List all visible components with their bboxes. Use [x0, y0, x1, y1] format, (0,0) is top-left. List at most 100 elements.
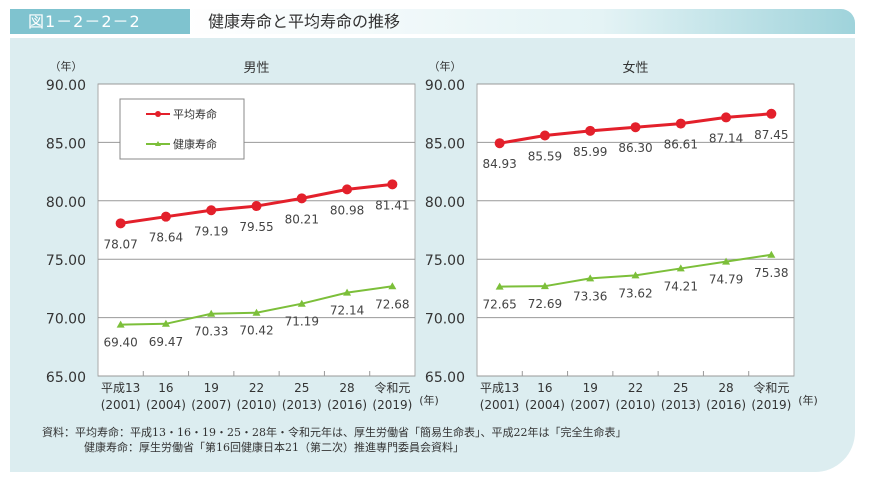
data-point — [767, 250, 776, 258]
y-axis-unit: （年） — [50, 59, 83, 73]
x-tick-label: 平成13 — [101, 381, 140, 395]
note-line: 資料：平均寿命：平成13・16・19・25・28年・令和元年は、厚生労働省「簡易… — [42, 426, 627, 439]
data-point — [160, 211, 171, 222]
data-label: 75.38 — [754, 266, 788, 280]
data-label: 86.61 — [664, 138, 698, 152]
x-tick-label: 25 — [294, 381, 309, 395]
y-tick-label: 80.00 — [46, 195, 86, 211]
data-label: 85.99 — [573, 145, 607, 159]
data-point — [115, 218, 126, 229]
data-label: 70.33 — [194, 325, 228, 339]
x-tick-label-year: (2019) — [372, 398, 412, 412]
x-tick-label: 19 — [583, 381, 598, 395]
x-tick-label-year: (2007) — [570, 398, 610, 412]
data-point — [631, 271, 640, 279]
data-label: 72.69 — [528, 297, 562, 311]
source-notes: 資料：平均寿命：平成13・16・19・25・28年・令和元年は、厚生労働省「簡易… — [42, 425, 626, 455]
data-label: 72.14 — [330, 304, 364, 318]
data-point — [586, 274, 595, 282]
note-line: 健康寿命：厚生労働省「第16回健康日本21（第二次）推進専門委員会資料」 — [84, 441, 464, 454]
y-tick-label: 65.00 — [425, 370, 465, 386]
x-tick-label: 令和元 — [753, 380, 789, 395]
data-label: 70.42 — [239, 324, 273, 338]
data-label: 74.21 — [664, 279, 698, 293]
y-tick-label: 65.00 — [46, 370, 86, 386]
data-label: 69.47 — [149, 335, 183, 349]
data-point — [494, 138, 505, 149]
data-point — [116, 320, 125, 328]
data-label: 71.19 — [285, 315, 319, 329]
data-label: 79.55 — [239, 220, 273, 234]
data-point — [251, 201, 262, 212]
data-point — [585, 125, 596, 136]
plot-area — [476, 83, 795, 377]
x-tick-label: 28 — [718, 381, 733, 395]
data-label: 72.65 — [482, 298, 516, 312]
data-label: 74.79 — [709, 273, 743, 287]
x-tick-label: 19 — [204, 381, 219, 395]
data-point — [161, 319, 170, 327]
data-point — [207, 309, 216, 317]
y-tick-label: 75.00 — [46, 253, 86, 269]
y-tick-label: 85.00 — [46, 136, 86, 152]
data-label: 81.41 — [375, 198, 409, 212]
data-label: 73.36 — [573, 289, 607, 303]
x-tick-label-year: (2010) — [237, 398, 277, 412]
data-label: 72.68 — [375, 297, 409, 311]
figure-number: 図1－2－2－2 — [10, 9, 190, 34]
data-label: 80.98 — [330, 203, 364, 217]
y-tick-label: 80.00 — [425, 195, 465, 211]
data-label: 80.21 — [285, 212, 319, 226]
x-tick-label-year: (2004) — [525, 398, 565, 412]
data-point — [252, 308, 261, 316]
data-point — [342, 184, 353, 195]
x-tick-label-year: (2001) — [480, 398, 520, 412]
data-point — [388, 282, 397, 290]
x-tick-label-year: (2010) — [616, 398, 656, 412]
data-label: 69.40 — [103, 336, 137, 350]
x-tick-label-year: (2016) — [706, 398, 746, 412]
data-point — [722, 257, 731, 265]
data-point — [630, 122, 641, 133]
figure-title: 健康寿命と平均寿命の推移 — [208, 12, 401, 31]
x-axis-unit: (年) — [419, 393, 439, 407]
x-tick-label: 平成13 — [480, 381, 519, 395]
x-tick-label-year: (2016) — [327, 398, 367, 412]
x-axis-unit: (年) — [798, 393, 818, 407]
data-point — [343, 288, 352, 296]
legend-label: 平均寿命 — [173, 107, 217, 121]
y-tick-label: 90.00 — [425, 78, 465, 94]
data-point — [676, 264, 685, 272]
data-point — [539, 130, 550, 141]
x-tick-label: 22 — [628, 381, 643, 395]
data-label: 78.07 — [103, 237, 137, 251]
y-tick-label: 90.00 — [46, 78, 86, 94]
data-point — [297, 299, 306, 307]
x-tick-label-year: (2007) — [191, 398, 231, 412]
data-point — [296, 193, 307, 204]
y-axis-unit: （年） — [429, 59, 462, 73]
y-tick-label: 75.00 — [425, 253, 465, 269]
x-tick-label: 16 — [537, 381, 552, 395]
x-tick-label: 令和元 — [374, 380, 410, 395]
x-tick-label: 22 — [249, 381, 264, 395]
data-label: 87.14 — [709, 131, 743, 145]
data-point — [387, 179, 398, 190]
data-label: 87.45 — [754, 128, 788, 142]
x-tick-label-year: (2013) — [661, 398, 701, 412]
legend-marker — [155, 141, 161, 146]
data-point — [721, 112, 732, 123]
data-label: 86.30 — [618, 141, 652, 155]
data-point — [495, 282, 504, 290]
chart-title: 女性 — [622, 60, 648, 76]
data-point — [675, 118, 686, 129]
data-point — [206, 205, 217, 216]
data-label: 78.64 — [149, 231, 183, 245]
x-tick-label-year: (2001) — [101, 398, 141, 412]
y-tick-label: 70.00 — [46, 312, 86, 328]
